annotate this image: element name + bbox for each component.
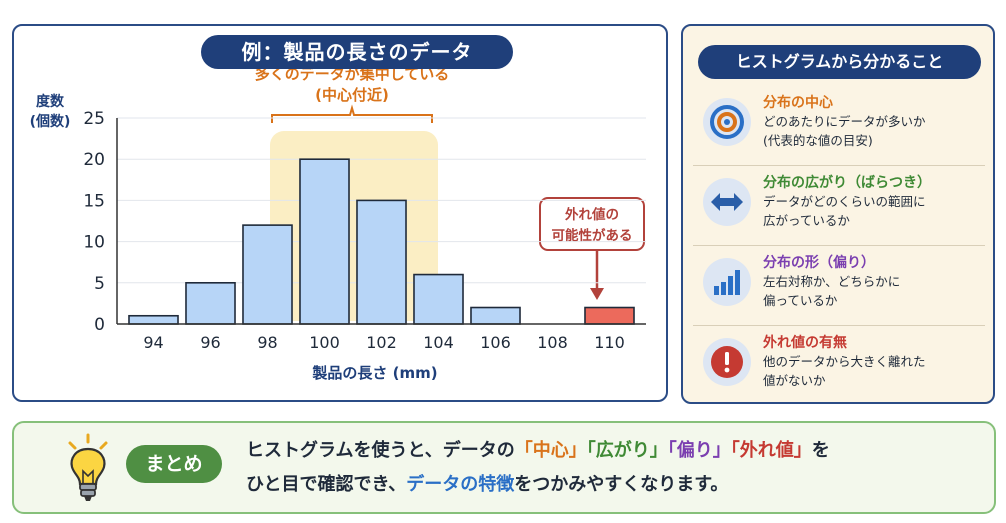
summary-line-2: ひと目で確認でき、データの特徴をつかみやすくなります。 [246, 468, 830, 502]
insight-description: 左右対称か、どちらかに 偏っているか [763, 272, 983, 310]
insight-heading: 分布の形（偏り） [763, 255, 875, 271]
histogram-chart: 多くのデータが集中している (中心付近) 外れ値の 可能性がある 度数 (個数)… [30, 65, 646, 382]
insight-description-line: 他のデータから大きく離れた [763, 354, 926, 369]
outlier-arrow-head [590, 288, 604, 300]
x-tick-label: 98 [257, 333, 277, 352]
insight-description-line: どのあたりにデータが多いか [763, 114, 926, 129]
outlier-annotation-line1: 外れ値の [565, 206, 619, 223]
x-tick-label: 94 [143, 333, 163, 352]
insight-description-line: データがどのくらいの範囲に [763, 194, 926, 209]
x-axis-label: 製品の長さ (mm) [311, 364, 437, 382]
keyword-spread: 「広がり」 [586, 440, 668, 461]
x-tick-label: 106 [480, 333, 511, 352]
y-axis-label-line2: (個数) [30, 113, 71, 130]
summary-text: ヒストグラムを使うと、データの「中心」「広がり」「偏り」「外れ値」を ひと目で確… [246, 434, 830, 502]
keyword-skew: 「偏り」 [667, 440, 731, 461]
keyword-center: 「中心」 [514, 440, 587, 461]
y-axis-label-line1: 度数 [36, 93, 65, 110]
target-icon [703, 98, 751, 146]
insight-item-center: 分布の中心 どのあたりにデータが多いか (代表的な値の目安) [693, 88, 985, 166]
histogram-bar [299, 158, 350, 325]
y-tick-label: 5 [94, 274, 105, 294]
light-bulb-icon [68, 433, 108, 501]
y-tick-label: 15 [83, 191, 105, 211]
keyword-feature: データの特徴 [406, 474, 515, 495]
y-tick-label: 0 [94, 315, 105, 335]
insight-heading: 分布の広がり（ばらつき） [763, 175, 931, 191]
chart-title: 例：製品の長さのデータ [201, 35, 513, 69]
insight-item-outlier: 外れ値の有無 他のデータから大きく離れた 値がないか [693, 328, 985, 406]
bar-chart-icon [703, 258, 751, 306]
outlier-callout-box [539, 197, 645, 251]
insight-heading: 分布の中心 [763, 95, 833, 111]
y-tick-label: 20 [83, 150, 105, 170]
center-annotation-line1: 多くのデータが集中している [255, 65, 450, 83]
summary-text-segment: を [811, 440, 830, 461]
insight-description-line: 値がないか [763, 373, 826, 388]
x-tick-label: 96 [200, 333, 220, 352]
outlier-annotation-line2: 可能性がある [552, 227, 633, 244]
insight-description-line: 左右対称か、どちらかに [763, 274, 901, 289]
x-tick-label: 102 [366, 333, 397, 352]
insight-description-line: (代表的な値の目安) [763, 133, 873, 148]
x-tick-label: 108 [537, 333, 568, 352]
histogram-bar [185, 281, 236, 325]
y-tick-label: 25 [83, 109, 105, 129]
insight-item-shape: 分布の形（偏り） 左右対称か、どちらかに 偏っているか [693, 248, 985, 326]
summary-text-segment: ヒストグラムを使うと、データの [246, 440, 515, 461]
histogram-bar [356, 199, 407, 325]
histogram-bar [413, 273, 464, 325]
summary-box: まとめ ヒストグラムを使うと、データの「中心」「広がり」「偏り」「外れ値」を ひ… [12, 421, 996, 514]
insight-description: データがどのくらいの範囲に 広がっているか [763, 192, 983, 230]
x-tick-label: 104 [423, 333, 454, 352]
summary-badge: まとめ [126, 445, 222, 483]
insight-description-line: 偏っているか [763, 293, 838, 308]
insights-title: ヒストグラムから分かること [698, 45, 981, 79]
histogram-bar [242, 224, 293, 325]
y-tick-label: 10 [83, 233, 105, 253]
center-annotation-line2: (中心付近) [315, 86, 389, 104]
summary-line-1: ヒストグラムを使うと、データの「中心」「広がり」「偏り」「外れ値」を [246, 434, 830, 468]
outlier-bar [584, 306, 635, 325]
insight-item-spread: 分布の広がり（ばらつき） データがどのくらいの範囲に 広がっているか [693, 168, 985, 246]
insight-description-line: 広がっているか [763, 213, 850, 228]
histogram-bar [470, 306, 521, 325]
x-tick-label: 110 [594, 333, 625, 352]
center-bracket [271, 104, 433, 123]
double-arrow-icon [703, 178, 751, 226]
exclamation-icon [703, 338, 751, 386]
insights-panel: ヒストグラムから分かること 分布の中心 どのあたりにデータが多いか (代表的な値… [681, 24, 995, 404]
x-tick-label: 100 [309, 333, 340, 352]
insight-description: どのあたりにデータが多いか (代表的な値の目安) [763, 112, 983, 150]
keyword-outlier: 「外れ値」 [730, 440, 812, 461]
histogram-bar [128, 314, 179, 325]
histogram-panel: 多くのデータが集中している (中心付近) 外れ値の 可能性がある 度数 (個数)… [12, 24, 668, 402]
summary-text-segment: をつかみやすくなります。 [514, 474, 729, 495]
insight-description: 他のデータから大きく離れた 値がないか [763, 352, 983, 390]
insight-heading: 外れ値の有無 [763, 335, 847, 351]
summary-text-segment: ひと目で確認でき、 [246, 474, 407, 495]
